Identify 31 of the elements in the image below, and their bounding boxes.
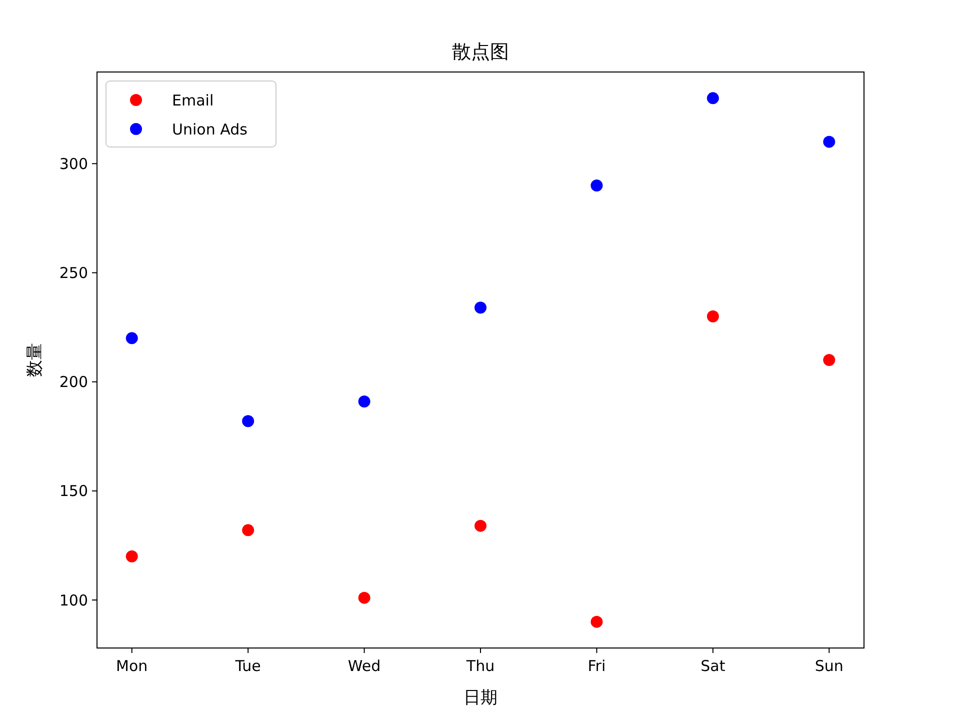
y-tick-label: 200: [59, 373, 88, 392]
legend-label: Email: [172, 91, 214, 110]
point: [126, 332, 138, 344]
x-axis-title: 日期: [464, 688, 498, 708]
x-tick-label: Sat: [700, 657, 726, 675]
point: [590, 179, 603, 192]
y-tick-label: 100: [59, 591, 88, 610]
point: [706, 92, 719, 104]
x-tick-label: Sun: [814, 657, 844, 675]
point: [823, 136, 836, 148]
point: [242, 524, 254, 536]
point: [706, 310, 719, 322]
point: [126, 550, 138, 562]
point: [823, 354, 836, 366]
x-tick-label: Thu: [465, 657, 495, 675]
y-axis-title: 数量: [25, 343, 45, 377]
point: [358, 592, 370, 604]
y-tick-label: 250: [59, 264, 88, 282]
x-tick-label: Fri: [588, 657, 606, 675]
x-tick-label: Tue: [234, 657, 261, 675]
point: [358, 395, 370, 408]
chart-title: 散点图: [452, 41, 509, 63]
y-tick-label: 150: [59, 482, 88, 500]
x-tick-label: Mon: [116, 657, 148, 675]
x-tick-label: Wed: [348, 657, 381, 675]
point: [590, 616, 603, 628]
y-tick-label: 300: [59, 154, 88, 173]
point: [242, 415, 254, 428]
point: [474, 302, 486, 314]
legend-label: Union Ads: [172, 120, 248, 138]
point: [474, 520, 486, 532]
